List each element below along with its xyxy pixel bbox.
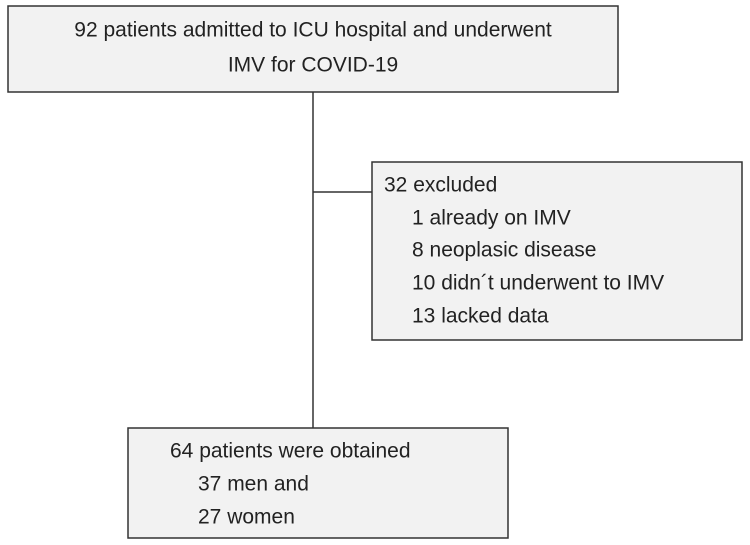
- node-item: 10 didn´t underwent to IMV: [412, 272, 664, 295]
- node-item: 1 already on IMV: [412, 207, 571, 230]
- node-item: 13 lacked data: [412, 305, 549, 328]
- box-admitted: [7, 5, 619, 93]
- box-obtained: [127, 427, 509, 539]
- node-text: IMV for COVID-19: [228, 54, 398, 77]
- node-item: 27 women: [198, 506, 295, 529]
- box-excluded: [371, 161, 743, 341]
- node-item: 8 neoplasic disease: [412, 239, 596, 262]
- node-title: 32 excluded: [384, 174, 497, 197]
- node-text: 92 patients admitted to ICU hospital and…: [74, 19, 552, 42]
- node-title: 64 patients were obtained: [170, 440, 411, 463]
- node-item: 37 men and: [198, 473, 309, 496]
